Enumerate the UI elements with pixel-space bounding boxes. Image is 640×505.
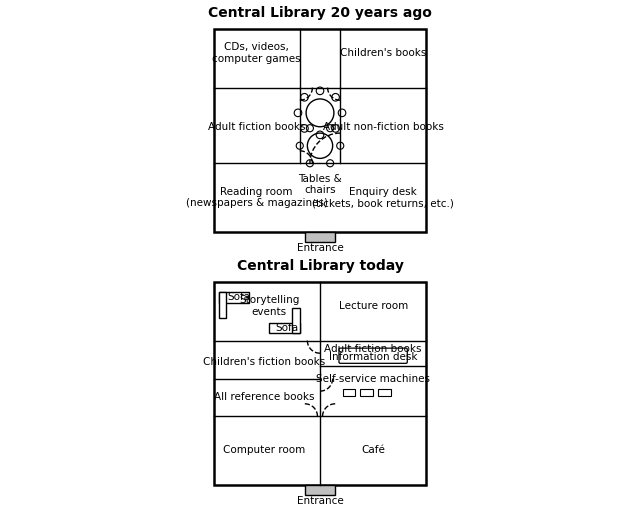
Text: Self-service machines: Self-service machines bbox=[316, 374, 430, 384]
Text: Computer room: Computer room bbox=[223, 444, 305, 454]
Bar bbox=[360, 389, 373, 396]
Text: Children's books: Children's books bbox=[340, 48, 426, 58]
Text: Sofa: Sofa bbox=[276, 322, 299, 332]
Text: Central Library 20 years ago: Central Library 20 years ago bbox=[208, 6, 432, 20]
Text: Adult non-fiction books: Adult non-fiction books bbox=[323, 121, 444, 131]
Bar bbox=[269, 323, 300, 333]
Bar bbox=[305, 485, 335, 495]
Text: Sofa: Sofa bbox=[227, 292, 251, 301]
Bar bbox=[305, 232, 335, 242]
FancyBboxPatch shape bbox=[339, 348, 407, 364]
Text: Lecture room: Lecture room bbox=[339, 300, 408, 311]
Text: Reading room
(newspapers & magazines): Reading room (newspapers & magazines) bbox=[186, 186, 328, 208]
Text: Café: Café bbox=[361, 444, 385, 454]
Text: Central Library today: Central Library today bbox=[237, 258, 403, 272]
Text: Entrance: Entrance bbox=[296, 495, 344, 505]
Bar bbox=[219, 293, 227, 318]
Text: Tables &
chairs: Tables & chairs bbox=[298, 174, 342, 195]
Bar bbox=[343, 389, 355, 396]
Bar bbox=[292, 308, 300, 333]
Text: Adult fiction books: Adult fiction books bbox=[324, 343, 422, 354]
Bar bbox=[378, 389, 391, 396]
Bar bbox=[214, 30, 426, 232]
Bar bbox=[219, 293, 249, 303]
Text: Children's fiction books: Children's fiction books bbox=[204, 356, 326, 366]
Text: Enquiry desk
(tickets, book returns, etc.): Enquiry desk (tickets, book returns, etc… bbox=[312, 186, 454, 208]
Text: All reference books: All reference books bbox=[214, 391, 315, 401]
Text: Storytelling
events: Storytelling events bbox=[239, 295, 300, 316]
Bar bbox=[214, 283, 426, 485]
Text: CDs, videos,
computer games: CDs, videos, computer games bbox=[212, 42, 301, 64]
Text: Adult fiction books: Adult fiction books bbox=[208, 121, 305, 131]
Text: Entrance: Entrance bbox=[296, 242, 344, 252]
Text: Information desk: Information desk bbox=[329, 351, 417, 361]
